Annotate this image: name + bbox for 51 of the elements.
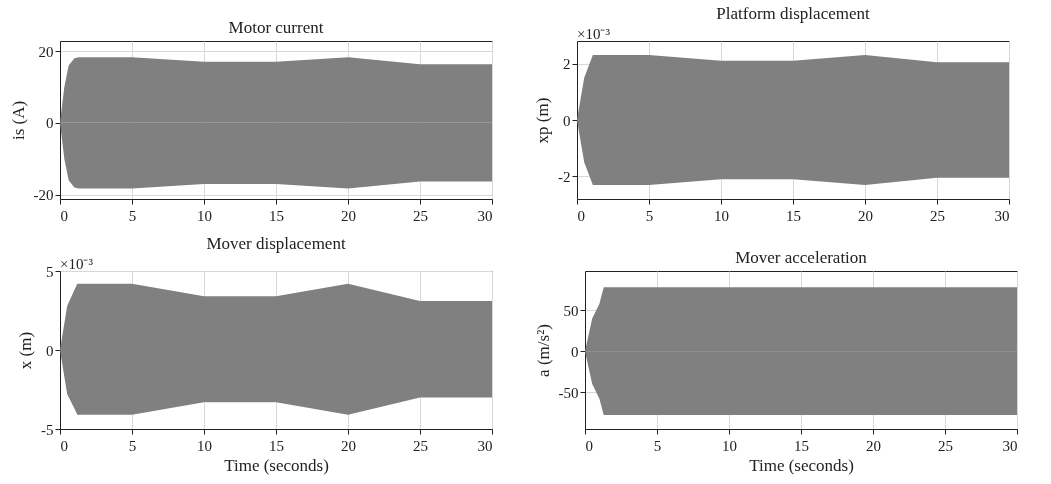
x-tick-label: 10	[722, 437, 737, 454]
x-axis-title: Time (seconds)	[749, 455, 854, 475]
y-tick-label: 0	[571, 343, 579, 360]
x-tick-label: 25	[413, 437, 428, 454]
x-tick-label: 25	[938, 437, 953, 454]
chart-title: Mover acceleration	[735, 248, 868, 267]
y-axis-title: is (A)	[8, 100, 28, 141]
x-tick-label: 10	[197, 437, 212, 454]
y-axis-title: a (m/s²)	[533, 324, 553, 377]
y-axis-title: xp (m)	[533, 97, 552, 144]
x-tick-label: 20	[866, 437, 881, 454]
x-tick-label: 5	[653, 437, 662, 454]
x-tick-label: 30	[477, 437, 493, 454]
chart-title: Platform displacement	[716, 4, 870, 23]
x-tick-label: 20	[858, 207, 873, 224]
chart-title: Motor current	[228, 18, 324, 37]
y-tick-label: -20	[33, 187, 54, 204]
x-tick-label: 25	[930, 207, 945, 224]
x-tick-label: 20	[341, 437, 356, 454]
y-tick-label: 20	[38, 43, 54, 60]
x-tick-label: 5	[645, 207, 654, 224]
x-tick-label: 10	[714, 207, 729, 224]
x-tick-label: 30	[1002, 437, 1018, 454]
x-tick-label: 0	[585, 437, 593, 454]
x-tick-label: 0	[60, 437, 68, 454]
x-tick-label: 15	[794, 437, 809, 454]
annotation: ×10⁻³	[60, 256, 94, 272]
x-tick-label: 25	[413, 207, 428, 224]
y-tick-label: 0	[46, 342, 54, 359]
x-axis-title: Time (seconds)	[224, 455, 329, 475]
text: ×10⁻³	[577, 26, 611, 42]
x-tick-label: 5	[128, 207, 137, 224]
x-tick-label: 15	[269, 437, 284, 454]
x-tick-label: 5	[128, 437, 137, 454]
x-tick-label: 30	[994, 207, 1010, 224]
y-tick-label: -50	[558, 384, 579, 401]
y-tick-label: 5	[46, 263, 54, 280]
chart-title: Mover displacement	[206, 234, 346, 253]
y-tick-label: 50	[563, 302, 579, 319]
x-tick-label: 0	[60, 207, 68, 224]
y-tick-label: 0	[46, 115, 54, 132]
x-tick-label: 10	[197, 207, 212, 224]
x-tick-label: 15	[269, 207, 284, 224]
y-tick-label: 0	[563, 112, 571, 129]
y-tick-label: -2	[558, 168, 571, 185]
y-tick-label: -5	[41, 421, 54, 438]
y-axis-title: x (m)	[16, 331, 35, 370]
x-tick-label: 30	[477, 207, 493, 224]
x-tick-label: 15	[786, 207, 801, 224]
x-tick-label: 20	[341, 207, 356, 224]
y-tick-label: 2	[563, 56, 571, 73]
